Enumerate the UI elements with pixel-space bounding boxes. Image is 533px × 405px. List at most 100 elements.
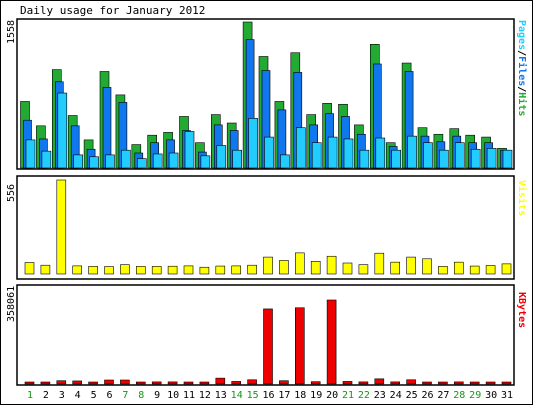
pages-bar-day-30	[486, 148, 497, 169]
pages-bar-day-10	[168, 152, 179, 169]
requests-legend-part-4: Hits	[516, 92, 528, 116]
day-label-8: 8	[138, 390, 144, 401]
pages-bar-day-20	[327, 136, 338, 169]
visits-bar-day-9	[151, 266, 162, 275]
pages-bar-day-24	[391, 149, 402, 169]
day-label-1: 1	[27, 390, 33, 401]
kbytes-bar-day-21	[342, 381, 353, 385]
pages-bar-day-18	[295, 127, 306, 169]
pages-bar-day-25	[407, 135, 417, 169]
visits-bar-day-30	[485, 265, 496, 275]
pages-bar-day-29	[470, 148, 481, 169]
kbytes-legend: KBytes	[516, 292, 527, 328]
kbytes-bar-day-12	[199, 381, 210, 385]
day-label-3: 3	[59, 390, 65, 401]
day-label-27: 27	[437, 390, 449, 401]
day-label-22: 22	[358, 390, 370, 401]
kbytes-bar-day-10	[167, 381, 178, 385]
day-label-11: 11	[183, 390, 195, 401]
visits-bar-day-2	[40, 264, 51, 275]
kbytes-max-label: 358061	[6, 286, 17, 322]
visits-bar-day-19	[310, 261, 321, 275]
bar-marks	[20, 21, 513, 385]
visits-bar-day-21	[342, 262, 353, 275]
kbytes-bar-day-31	[501, 381, 512, 385]
kbytes-bar-day-6	[104, 379, 114, 385]
pages-bar-day-22	[359, 149, 370, 169]
day-label-13: 13	[215, 390, 227, 401]
pages-bar-day-3	[57, 92, 68, 169]
day-label-24: 24	[390, 390, 402, 401]
pages-bar-day-13	[216, 145, 227, 169]
visits-bar-day-29	[469, 265, 480, 275]
pages-bar-day-4	[73, 154, 83, 169]
day-label-5: 5	[91, 390, 97, 401]
kbytes-bar-day-11	[183, 381, 194, 385]
pages-bar-day-15	[248, 118, 258, 169]
day-label-10: 10	[167, 390, 179, 401]
visits-bar-day-31	[501, 263, 512, 275]
pages-bar-day-26	[423, 142, 433, 169]
visits-bar-day-24	[390, 261, 401, 275]
day-label-12: 12	[199, 390, 211, 401]
day-label-28: 28	[453, 390, 465, 401]
day-label-9: 9	[154, 390, 160, 401]
pages-bar-day-8	[137, 158, 147, 169]
visits-bar-day-17	[279, 260, 289, 275]
pages-bar-day-17	[280, 154, 290, 169]
kbytes-bar-day-17	[279, 380, 289, 385]
visits-bar-day-15	[247, 264, 257, 275]
pages-bar-day-12	[200, 155, 211, 169]
day-label-21: 21	[342, 390, 354, 401]
kbytes-bar-day-5	[88, 381, 98, 385]
pages-bar-day-9	[152, 153, 163, 169]
kbytes-bar-day-3	[56, 380, 67, 385]
requests-legend-part-0: Pages	[516, 20, 527, 50]
visits-bar-day-8	[136, 266, 146, 275]
pages-bar-day-28	[454, 142, 465, 169]
day-label-25: 25	[406, 390, 418, 401]
day-label-20: 20	[326, 390, 338, 401]
requests-max-label: 1558	[6, 20, 17, 44]
kbytes-bar-day-19	[310, 381, 321, 385]
visits-bar-day-5	[88, 266, 98, 275]
requests-legend-part-1: /	[516, 50, 527, 56]
pages-bar-day-11	[184, 131, 195, 169]
kbytes-bar-day-4	[72, 380, 82, 385]
day-label-16: 16	[262, 390, 274, 401]
visits-bar-day-20	[326, 255, 337, 275]
visits-bar-day-23	[374, 252, 385, 275]
visits-max-label: 556	[6, 184, 17, 202]
kbytes-bar-day-29	[469, 381, 480, 385]
kbytes-bar-day-7	[120, 379, 130, 385]
kbytes-bar-day-15	[247, 379, 257, 385]
pages-bar-day-19	[311, 142, 322, 169]
visits-bar-day-10	[167, 265, 178, 275]
pages-bar-day-23	[375, 137, 386, 169]
day-label-18: 18	[294, 390, 306, 401]
pages-bar-day-7	[121, 149, 131, 169]
visits-bar-day-27	[438, 266, 448, 275]
kbytes-bar-day-22	[358, 381, 369, 385]
day-labels: 1 2 3 4 5 6 7 8 9 10 11 12 13 14 15 16 17 18 19 20 21 22 23 24 2…	[27, 390, 513, 401]
pages-bar-day-2	[41, 150, 52, 169]
pages-bar-day-31	[502, 149, 513, 169]
visits-bar-day-25	[406, 256, 416, 275]
kbytes-bar-day-26	[422, 381, 432, 385]
kbytes-bar-day-18	[294, 307, 305, 385]
day-label-19: 19	[310, 390, 322, 401]
visits-bar-day-6	[104, 266, 114, 275]
day-label-4: 4	[75, 390, 81, 401]
pages-bar-day-1	[25, 139, 36, 169]
day-label-29: 29	[469, 390, 481, 401]
visits-bar-day-7	[120, 264, 130, 275]
day-label-6: 6	[106, 390, 112, 401]
visits-bar-day-11	[183, 265, 194, 275]
kbytes-legend-part-0: KBytes	[516, 292, 527, 328]
kbytes-bar-day-9	[151, 381, 162, 385]
visits-bar-day-4	[72, 265, 82, 275]
kbytes-bar-day-13	[215, 377, 226, 385]
pages-bar-day-21	[343, 138, 354, 169]
visits-bar-day-18	[294, 252, 305, 275]
